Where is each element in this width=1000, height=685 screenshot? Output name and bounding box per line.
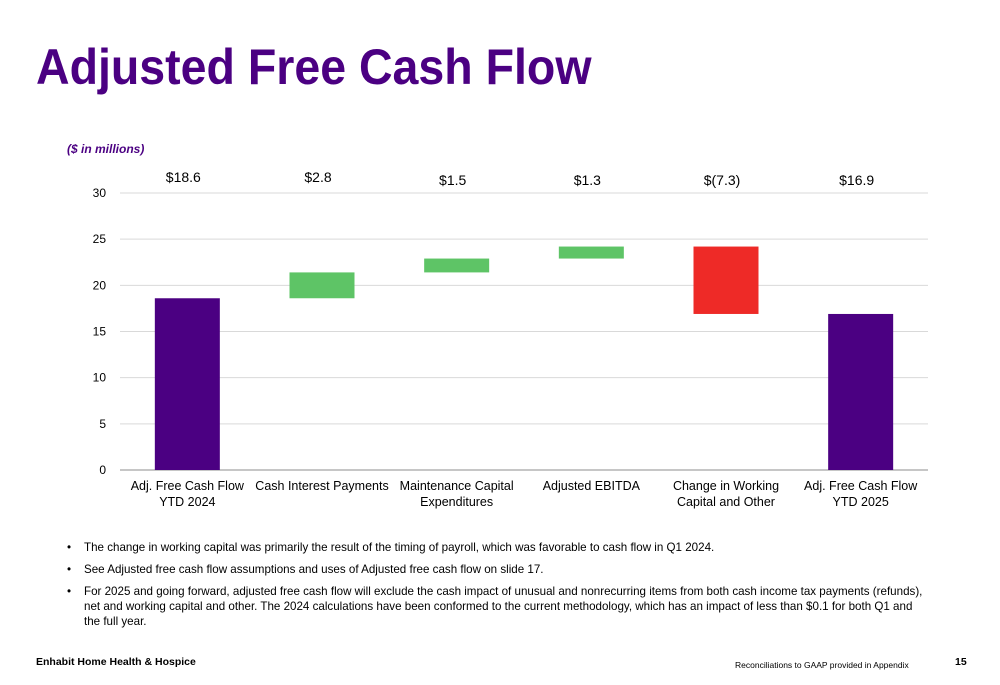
y-tick-label: 5 xyxy=(99,417,106,431)
data-label: $1.5 xyxy=(439,172,466,188)
x-tick-label: Adj. Free Cash Flow xyxy=(804,479,918,493)
x-tick-label: Change in Working xyxy=(673,479,779,493)
company-name: Enhabit Home Health & Hospice xyxy=(36,656,196,668)
y-tick-label: 30 xyxy=(93,186,107,200)
total-bar xyxy=(154,298,220,470)
increase-bar xyxy=(424,258,490,273)
y-tick-label: 0 xyxy=(99,463,106,477)
x-tick-label: Adjusted EBITDA xyxy=(543,479,641,493)
footnote-item: The change in working capital was primar… xyxy=(64,540,924,555)
x-tick-label: Capital and Other xyxy=(677,495,775,509)
x-tick-label: YTD 2024 xyxy=(159,495,215,509)
x-tick-label: Maintenance Capital xyxy=(400,479,514,493)
total-bar xyxy=(828,313,894,470)
units-note: ($ in millions) xyxy=(67,142,145,156)
x-tick-label: YTD 2025 xyxy=(833,495,889,509)
data-label: $(7.3) xyxy=(704,172,741,188)
y-tick-label: 10 xyxy=(93,371,107,385)
increase-bar xyxy=(289,272,355,299)
page-number: 15 xyxy=(955,656,967,668)
footnote-list: The change in working capital was primar… xyxy=(64,540,924,636)
y-tick-label: 20 xyxy=(93,278,107,292)
y-tick-label: 25 xyxy=(93,232,107,246)
data-label: $2.8 xyxy=(304,169,331,185)
waterfall-chart: 0 5 10 15 20 25 30 $18.6 Adj. Free Cash Flow YTD … xyxy=(93,169,928,509)
decrease-bar xyxy=(693,246,759,314)
slide-title: Adjusted Free Cash Flow xyxy=(36,39,592,95)
x-tick-label: Cash Interest Payments xyxy=(255,479,388,493)
data-label: $1.3 xyxy=(574,172,601,188)
x-tick-label: Adj. Free Cash Flow xyxy=(131,479,245,493)
footnote-item: For 2025 and going forward, adjusted fre… xyxy=(64,584,924,629)
footnote-item: See Adjusted free cash flow assumptions … xyxy=(64,562,924,577)
increase-bar xyxy=(558,246,624,259)
x-tick-label: Expenditures xyxy=(420,495,493,509)
y-tick-label: 15 xyxy=(93,325,107,339)
data-label: $16.9 xyxy=(839,172,874,188)
gaap-note: Reconciliations to GAAP provided in Appe… xyxy=(735,660,909,670)
data-label: $18.6 xyxy=(166,169,201,185)
